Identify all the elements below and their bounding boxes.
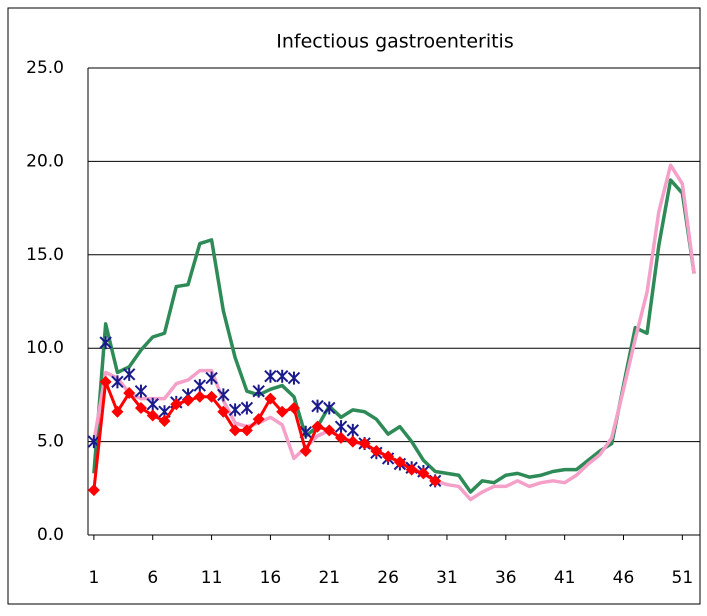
diamond-marker	[405, 463, 418, 476]
diamond-marker	[417, 467, 430, 480]
diamond-marker	[323, 424, 336, 437]
asterisk-marker	[346, 423, 360, 437]
y-tick-label: 15.0	[26, 245, 64, 265]
diamond-marker	[429, 474, 442, 487]
asterisk-marker	[217, 388, 230, 402]
y-tick-label: 10.0	[26, 338, 64, 358]
diamond-marker	[87, 484, 100, 497]
series-line	[92, 178, 696, 494]
diamond-marker	[193, 390, 206, 403]
diamond-marker	[170, 398, 183, 411]
diamond-marker	[217, 405, 230, 418]
asterisk-marker	[111, 375, 124, 389]
diamond-marker	[240, 424, 253, 437]
diamond-marker	[182, 394, 195, 407]
asterisk-marker	[287, 371, 301, 385]
diamond-marker	[287, 401, 300, 414]
diamond-marker	[229, 424, 242, 437]
asterisk-marker	[323, 401, 336, 415]
asterisk-marker	[146, 397, 159, 411]
asterisk-marker	[99, 336, 112, 350]
asterisk-marker	[228, 403, 242, 417]
diamond-marker	[382, 450, 395, 463]
y-tick-label: 25.0	[26, 58, 64, 78]
diamond-marker	[146, 409, 159, 422]
asterisk-marker	[311, 399, 324, 413]
asterisk-marker	[334, 420, 348, 434]
diamond-marker	[205, 390, 218, 403]
diamond-marker	[134, 401, 147, 414]
asterisk-marker	[193, 379, 207, 393]
diamond-marker	[299, 444, 312, 457]
asterisk-marker	[264, 369, 277, 383]
x-tick-label: 11	[201, 568, 223, 588]
asterisk-marker	[134, 384, 148, 398]
diamond-marker	[358, 437, 371, 450]
y-tick-label: 5.0	[37, 432, 64, 452]
chart-title: Infectious gastroenteritis	[276, 31, 513, 53]
x-tick-label: 21	[318, 568, 340, 588]
diamond-marker	[276, 405, 289, 418]
diamond-marker	[111, 405, 124, 418]
asterisk-marker	[252, 384, 265, 398]
x-tick-label: 46	[613, 568, 635, 588]
diamond-marker	[252, 413, 265, 426]
x-tick-label: 26	[377, 568, 399, 588]
diamond-marker	[346, 435, 359, 448]
x-tick-label: 16	[260, 568, 282, 588]
x-tick-label: 6	[147, 568, 158, 588]
diamond-marker	[393, 456, 406, 469]
x-tick-label: 31	[436, 568, 458, 588]
y-tick-label: 0.0	[37, 525, 64, 545]
asterisk-marker	[275, 369, 289, 383]
diamond-marker	[123, 387, 136, 400]
diamond-marker	[335, 431, 348, 444]
diamond-marker	[99, 375, 112, 388]
x-tick-label: 36	[495, 568, 517, 588]
x-tick-label: 1	[88, 568, 99, 588]
asterisk-marker	[122, 367, 136, 381]
diamond-marker	[158, 415, 171, 428]
asterisk-marker	[240, 401, 254, 415]
chart-border	[7, 7, 701, 605]
y-tick-label: 20.0	[26, 151, 64, 171]
diamond-marker	[370, 444, 383, 457]
x-tick-label: 51	[672, 568, 694, 588]
diamond-marker	[311, 420, 324, 433]
asterisk-marker	[205, 371, 218, 385]
diamond-marker	[264, 392, 277, 405]
x-tick-label: 41	[554, 568, 576, 588]
